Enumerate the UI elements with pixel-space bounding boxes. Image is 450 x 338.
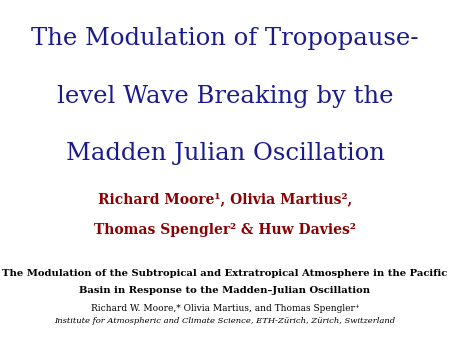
Text: Thomas Spengler² & Huw Davies²: Thomas Spengler² & Huw Davies² xyxy=(94,223,356,237)
Text: Basin in Response to the Madden–Julian Oscillation: Basin in Response to the Madden–Julian O… xyxy=(80,286,370,295)
Text: The Modulation of the Subtropical and Extratropical Atmosphere in the Pacific: The Modulation of the Subtropical and Ex… xyxy=(2,269,448,278)
Text: Richard Moore¹, Olivia Martius²,: Richard Moore¹, Olivia Martius², xyxy=(98,193,352,207)
Text: level Wave Breaking by the: level Wave Breaking by the xyxy=(57,84,393,107)
Text: Richard W. Moore,* Olivia Martius, and Thomas Spengler⁺: Richard W. Moore,* Olivia Martius, and T… xyxy=(91,304,359,313)
Text: Madden Julian Oscillation: Madden Julian Oscillation xyxy=(66,142,384,165)
Text: Institute for Atmospheric and Climate Science, ETH-Zürich, Zürich, Switzerland: Institute for Atmospheric and Climate Sc… xyxy=(54,317,396,325)
Text: The Modulation of Tropopause-: The Modulation of Tropopause- xyxy=(31,27,419,50)
